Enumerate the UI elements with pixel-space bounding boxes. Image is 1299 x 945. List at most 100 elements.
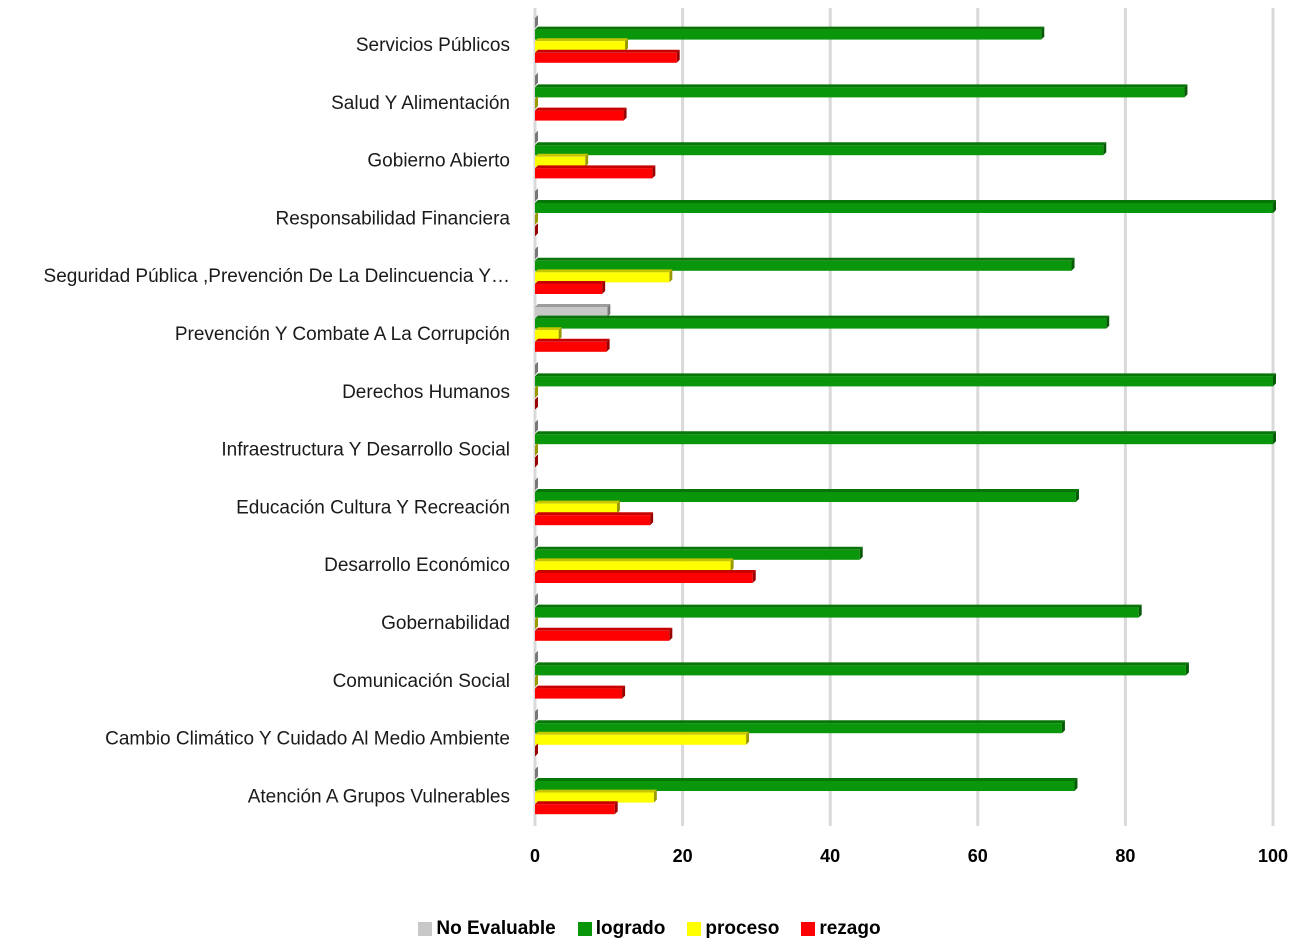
bar-front-face <box>535 260 1072 271</box>
bar-front-face <box>535 341 607 352</box>
bar-top-face <box>535 789 657 793</box>
bar-top-face <box>535 731 750 735</box>
bar-side-face <box>1138 604 1142 618</box>
bar-rezago-9 <box>535 570 756 583</box>
bar-logrado-4 <box>535 257 1075 271</box>
legend-label-rezago: rezago <box>819 918 881 939</box>
bar-top-face <box>535 338 610 342</box>
bar-rezago-8 <box>535 512 654 526</box>
bar-front-face <box>535 41 626 52</box>
bar-front-face <box>535 561 731 572</box>
bar-top-face <box>535 38 629 42</box>
bar-top-face <box>535 153 589 157</box>
bar-logrado-11 <box>535 662 1189 676</box>
bar-side-face <box>1103 142 1107 156</box>
x-tick-label-60: 60 <box>968 846 988 866</box>
bar-front-face <box>535 607 1139 618</box>
category-label-4: Seguridad Pública ,Prevención De La Deli… <box>44 266 510 287</box>
bar-side-face <box>1273 431 1276 445</box>
bar-no-evaluable-12 <box>535 708 538 722</box>
bar-proceso-13 <box>535 789 657 803</box>
bar-side-face <box>558 327 562 341</box>
bar-side-face <box>535 766 538 780</box>
bar-front-face <box>535 549 860 560</box>
bar-side-face <box>650 512 654 526</box>
bar-front-face <box>535 272 670 283</box>
bar-top-face <box>535 281 606 284</box>
bar-proceso-9 <box>535 558 734 572</box>
bar-proceso-0 <box>535 38 629 52</box>
bar-side-face <box>653 789 657 803</box>
bar-no-evaluable-4 <box>535 246 538 260</box>
bar-rezago-12 <box>535 743 538 757</box>
bar-top-face <box>535 604 1142 608</box>
bar-top-face <box>535 257 1075 261</box>
bar-side-face <box>535 223 538 237</box>
bar-top-face <box>535 720 1065 724</box>
bar-side-face <box>669 269 673 283</box>
bar-side-face <box>535 454 538 468</box>
bar-front-face <box>535 515 651 526</box>
category-label-5: Prevención Y Combate A La Corrupción <box>175 324 510 345</box>
bar-logrado-8 <box>535 489 1079 502</box>
bar-side-face <box>535 419 538 433</box>
bar-top-face <box>535 49 680 53</box>
bar-side-face <box>535 361 538 375</box>
bar-side-face <box>1184 84 1188 98</box>
bar-front-face <box>535 168 653 179</box>
bar-front-face <box>535 630 670 641</box>
bar-front-face <box>535 156 586 167</box>
bar-side-face <box>730 558 734 572</box>
bar-logrado-9 <box>535 546 863 560</box>
bar-proceso-10 <box>535 616 538 630</box>
bar-front-face <box>535 503 617 514</box>
bar-front-face <box>535 145 1104 156</box>
category-label-11: Comunicación Social <box>333 671 510 692</box>
bar-side-face <box>535 188 538 202</box>
bar-chart: 0 20 40 60 80 100 Servicios Públicos Salud Y Al… <box>44 8 1288 866</box>
category-label-3: Responsabilidad Financiera <box>276 208 511 229</box>
bar-side-face <box>535 477 538 491</box>
bar-rezago-11 <box>535 685 626 699</box>
category-label-9: Desarrollo Económico <box>324 555 510 576</box>
bar-side-face <box>602 281 606 294</box>
x-tick-label-0: 0 <box>530 846 540 866</box>
bar-proceso-3 <box>535 211 538 225</box>
bar-side-face <box>1061 720 1065 734</box>
bar-front-face <box>535 573 753 583</box>
bar-front-face <box>535 330 559 341</box>
bar-top-face <box>535 546 863 550</box>
bar-rezago-10 <box>535 627 673 641</box>
bar-no-evaluable-5 <box>535 304 611 317</box>
bar-no-evaluable-7 <box>535 419 538 433</box>
bar-logrado-12 <box>535 720 1065 734</box>
bar-side-face <box>535 442 538 456</box>
category-label-12: Cambio Climático Y Cuidado Al Medio Ambi… <box>105 729 510 750</box>
bar-front-face <box>535 665 1186 676</box>
bar-no-evaluable-11 <box>535 650 538 664</box>
bar-front-face <box>535 734 747 745</box>
legend-label-no-evaluable: No Evaluable <box>436 918 556 939</box>
bar-no-evaluable-8 <box>535 477 538 491</box>
bar-side-face <box>669 627 673 641</box>
category-label-10: Gobernabilidad <box>381 613 510 634</box>
bar-front-face <box>535 434 1273 445</box>
bar-side-face <box>1075 489 1079 502</box>
bar-side-face <box>1273 373 1276 387</box>
bar-side-face <box>535 246 538 260</box>
bar-front-face <box>535 723 1062 734</box>
bar-side-face <box>1273 200 1276 213</box>
category-label-6: Derechos Humanos <box>342 382 510 403</box>
category-label-7: Infraestructura Y Desarrollo Social <box>221 440 510 461</box>
bar-front-face <box>535 792 654 803</box>
bar-rezago-3 <box>535 223 538 237</box>
bar-no-evaluable-0 <box>535 15 538 28</box>
bar-top-face <box>535 778 1078 781</box>
bar-side-face <box>535 211 538 225</box>
bar-side-face <box>535 616 538 630</box>
bar-proceso-2 <box>535 153 589 167</box>
x-tick-label-20: 20 <box>673 846 693 866</box>
bar-rezago-4 <box>535 281 606 294</box>
bar-top-face <box>535 165 656 169</box>
